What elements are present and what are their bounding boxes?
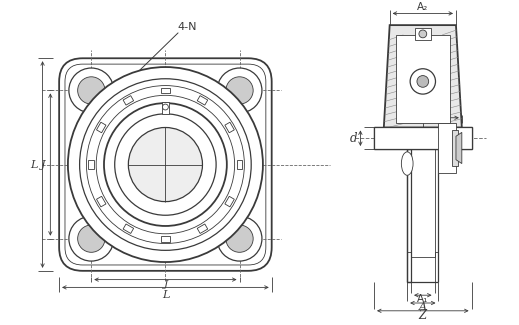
Bar [161, 87, 170, 93]
Text: L: L [162, 290, 169, 300]
Bar [197, 224, 208, 233]
Bar [97, 196, 106, 207]
Text: 4-N: 4-N [177, 22, 197, 32]
Circle shape [68, 67, 263, 262]
Text: J: J [163, 280, 168, 289]
Circle shape [115, 114, 216, 215]
Bar [411, 149, 434, 257]
Bar [123, 224, 133, 233]
Circle shape [226, 77, 253, 104]
Bar [237, 160, 242, 169]
Bar [395, 35, 450, 123]
Bar [439, 123, 456, 173]
Bar [374, 127, 472, 149]
Bar [97, 122, 106, 133]
Bar [225, 122, 234, 133]
Text: Z: Z [419, 309, 427, 322]
Text: J: J [42, 160, 46, 170]
Circle shape [69, 68, 114, 113]
FancyBboxPatch shape [59, 58, 271, 271]
Circle shape [419, 30, 427, 38]
Circle shape [217, 68, 262, 113]
Text: S₁: S₁ [437, 106, 448, 116]
Bar [225, 196, 234, 207]
Text: d: d [350, 132, 358, 145]
Circle shape [69, 216, 114, 261]
Text: A₁: A₁ [417, 294, 429, 304]
Ellipse shape [401, 152, 413, 175]
Polygon shape [384, 25, 462, 127]
Text: L: L [30, 160, 37, 170]
Bar [88, 160, 94, 169]
Text: A₂: A₂ [417, 2, 429, 12]
Circle shape [162, 104, 168, 110]
Circle shape [217, 216, 262, 261]
Circle shape [410, 69, 435, 94]
Bar [123, 96, 133, 105]
Circle shape [226, 225, 253, 252]
Circle shape [104, 103, 227, 226]
Polygon shape [456, 132, 462, 163]
Circle shape [417, 76, 429, 87]
Bar [452, 130, 458, 165]
Bar [415, 28, 431, 40]
Circle shape [128, 127, 202, 202]
Text: A: A [419, 302, 427, 312]
Bar [197, 96, 208, 105]
Bar [407, 149, 411, 281]
Circle shape [78, 77, 105, 104]
Bar [161, 102, 169, 114]
Circle shape [78, 225, 105, 252]
Bar [161, 236, 170, 241]
